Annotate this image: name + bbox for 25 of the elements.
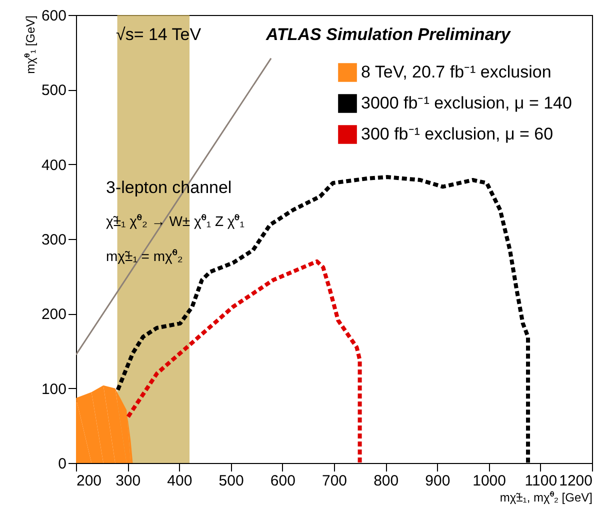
x-tick-label: 1200 bbox=[559, 472, 592, 490]
y-tick-label: 0 bbox=[58, 456, 66, 472]
x-tick-label: 300 bbox=[116, 472, 141, 490]
x-tick-label: 1000 bbox=[472, 472, 506, 490]
x-tick-label: 900 bbox=[425, 472, 450, 490]
x-tick-label: 800 bbox=[374, 472, 399, 490]
y-tick-label: 300 bbox=[41, 232, 66, 248]
y-axis-title: mχ̃⁰₁ [GeV] bbox=[23, 16, 38, 74]
x-tick-label: 600 bbox=[270, 472, 296, 490]
x-tick-label: 400 bbox=[167, 472, 192, 490]
annotation: ATLAS Simulation Preliminary bbox=[265, 25, 512, 44]
x-tick-label: 1100 bbox=[524, 472, 558, 490]
x-tick-label: 200 bbox=[76, 472, 102, 490]
legend-label: 8 TeV, 20.7 fb⁻¹ exclusion bbox=[361, 62, 552, 82]
x-tick-label: 500 bbox=[218, 472, 244, 490]
y-tick-label: 600 bbox=[41, 8, 66, 24]
legend-label: 300 fb⁻¹ exclusion, μ = 60 bbox=[361, 124, 554, 144]
x-tick-label: 700 bbox=[322, 472, 348, 490]
y-tick-label: 100 bbox=[41, 380, 66, 398]
x-axis-title: mχ̃±₁, mχ̃⁰₂ [GeV] bbox=[500, 490, 592, 504]
legend-label: 3000 fb⁻¹ exclusion, μ = 140 bbox=[361, 94, 572, 112]
y-tick-label: 500 bbox=[41, 82, 66, 100]
y-tick-label: 200 bbox=[41, 306, 66, 324]
annotation: χ̃±₁ χ̃⁰₂ → W± χ̃⁰₁ Z χ̃⁰₁ bbox=[106, 213, 245, 229]
y-tick-label: 400 bbox=[41, 156, 66, 174]
